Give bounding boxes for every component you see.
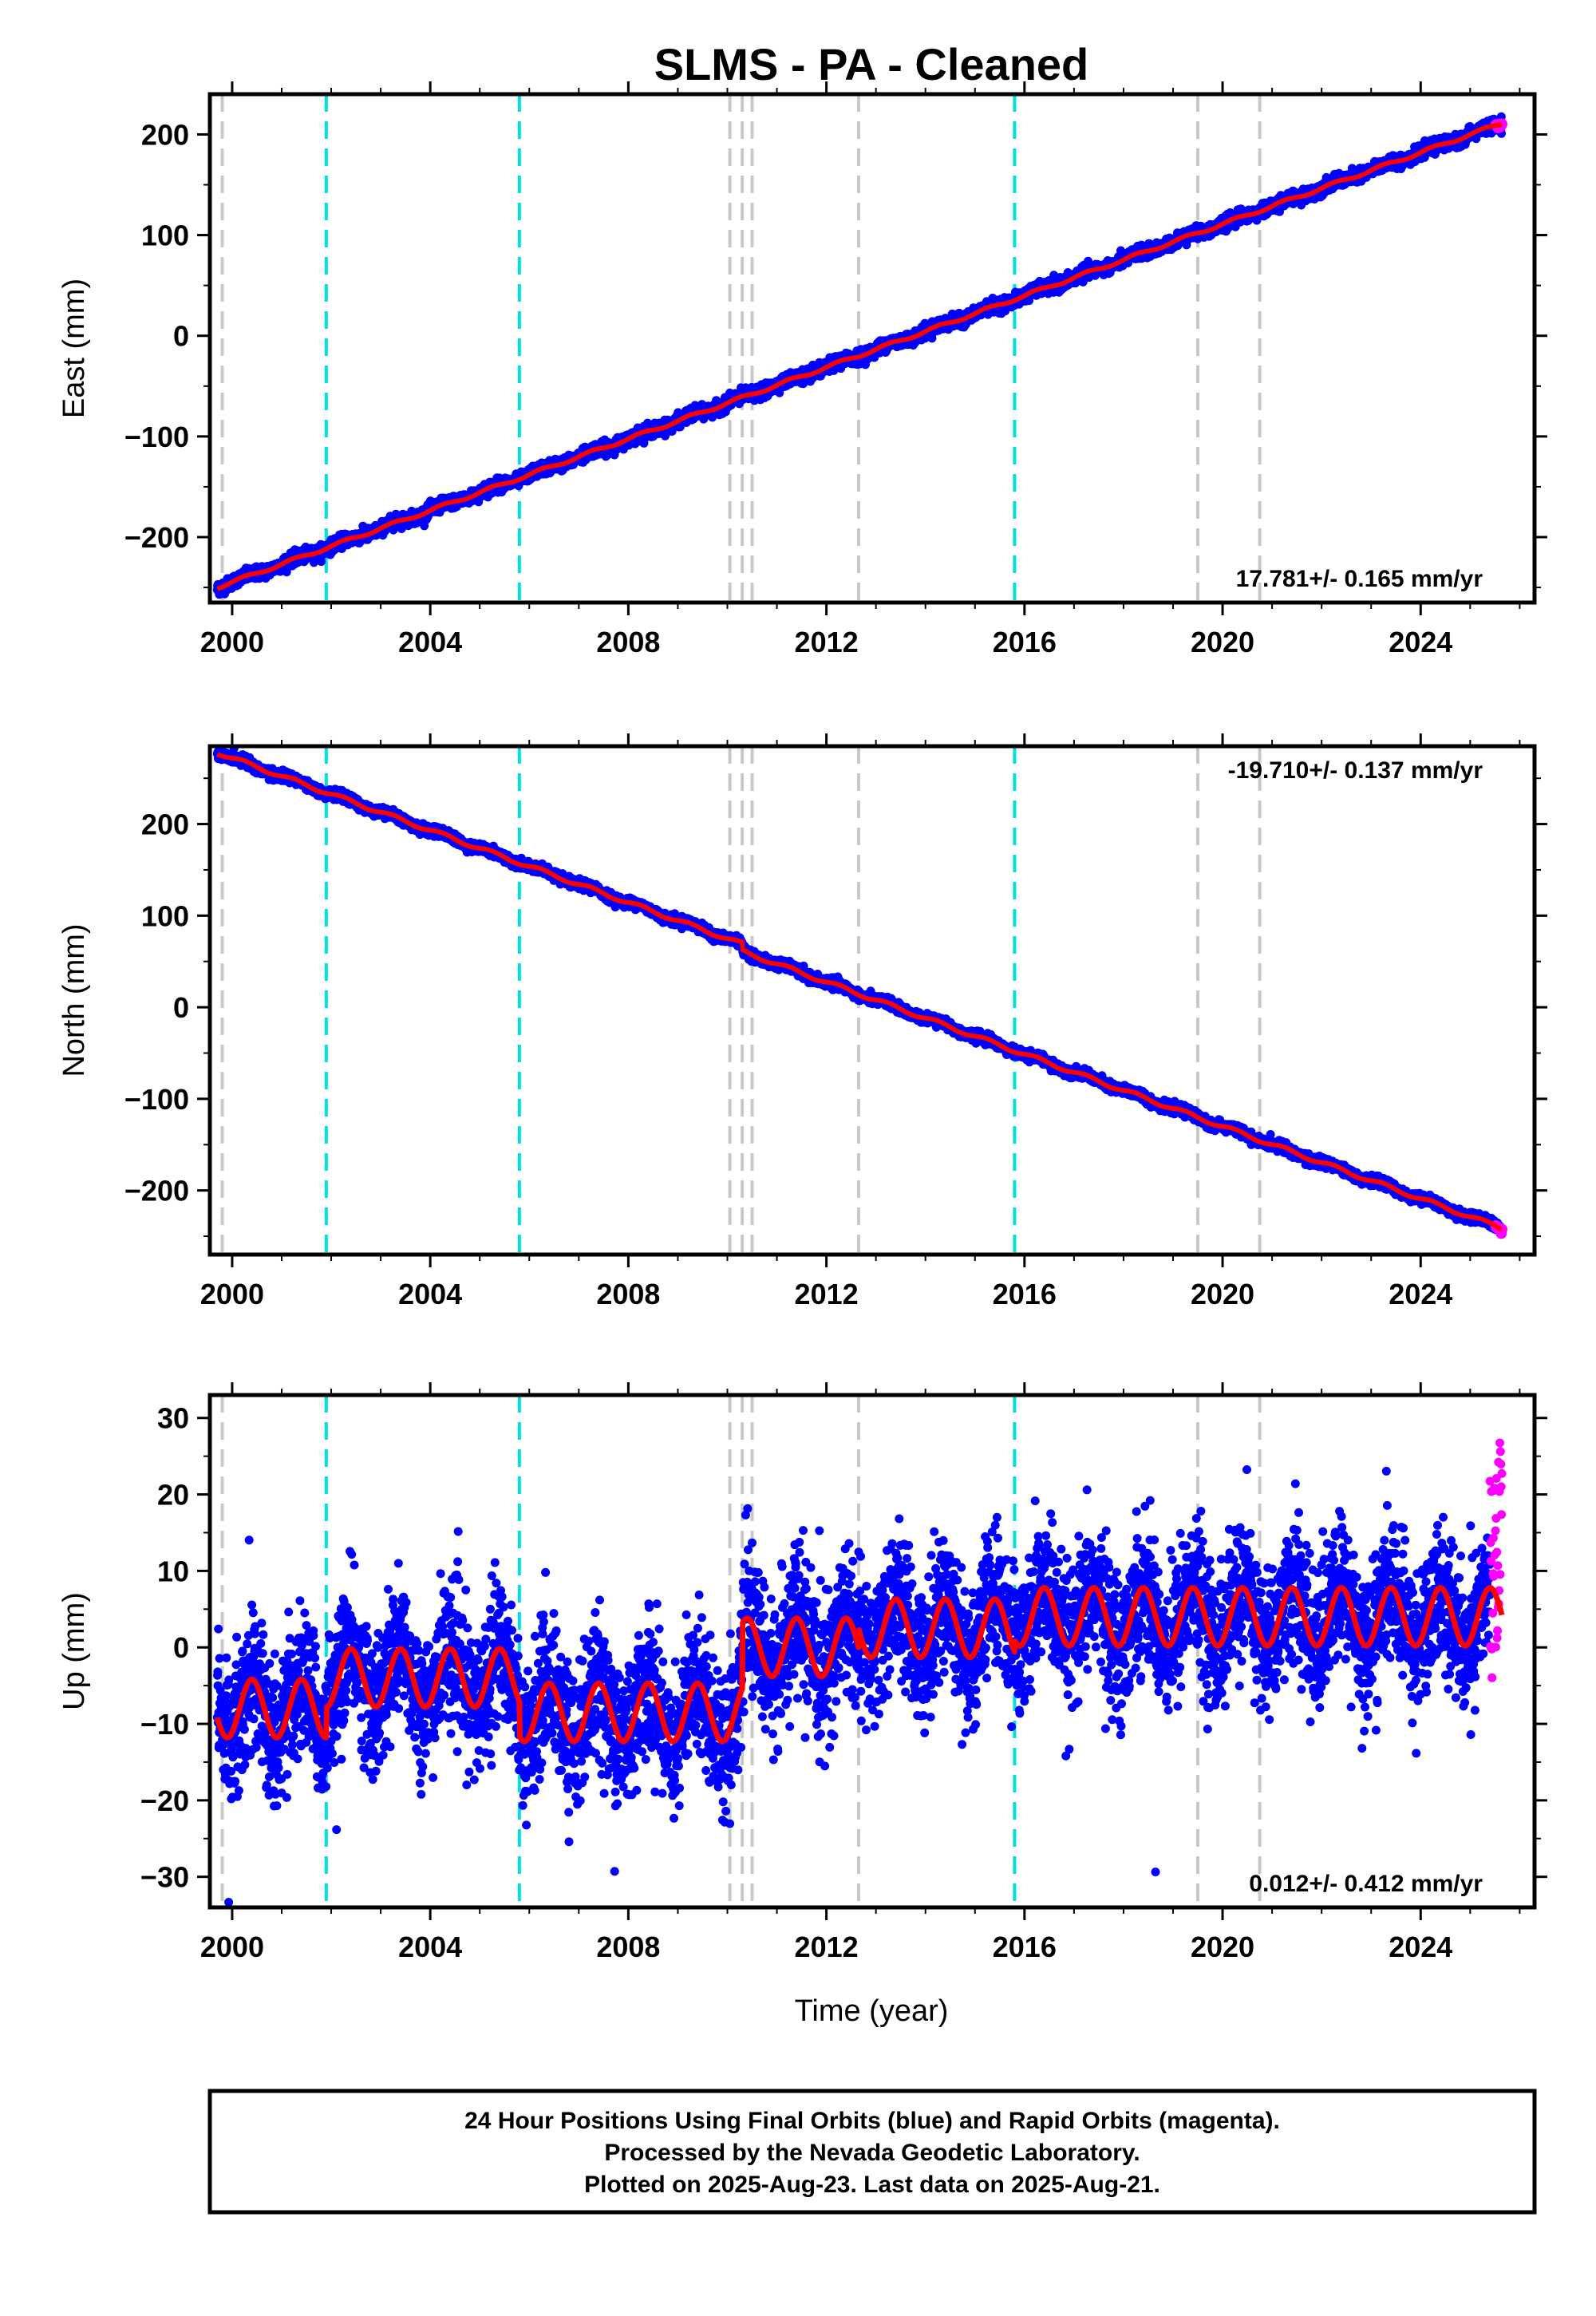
chart-title: SLMS - PA - Cleaned [654,39,1089,89]
plot-area [212,94,1507,603]
